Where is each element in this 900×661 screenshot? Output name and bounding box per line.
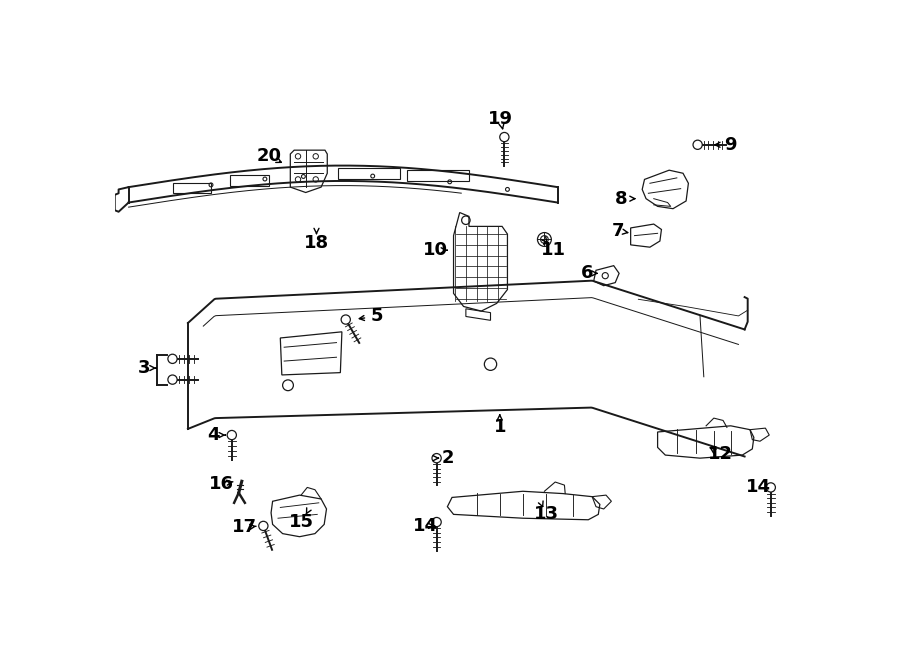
Text: 6: 6 [580,264,593,282]
Text: 2: 2 [441,449,454,467]
Text: 8: 8 [615,190,627,208]
Text: 5: 5 [370,307,382,325]
Text: 12: 12 [707,446,733,463]
Text: 18: 18 [304,233,329,252]
Text: 14: 14 [746,479,771,496]
Text: 13: 13 [534,506,558,524]
Text: 4: 4 [207,426,220,444]
Text: 20: 20 [256,147,281,165]
Text: 14: 14 [412,517,437,535]
Text: 17: 17 [231,518,256,537]
Text: 11: 11 [541,241,566,259]
Text: 16: 16 [209,475,233,492]
Bar [408,171,469,181]
Text: 10: 10 [423,241,447,259]
Text: 15: 15 [290,513,314,531]
Bar [230,175,269,186]
Text: 3: 3 [138,359,150,377]
Text: 9: 9 [724,136,737,154]
Text: 7: 7 [612,222,625,240]
Text: 19: 19 [488,110,513,128]
Bar [338,168,400,178]
Text: 1: 1 [493,418,506,436]
Bar [173,182,211,194]
